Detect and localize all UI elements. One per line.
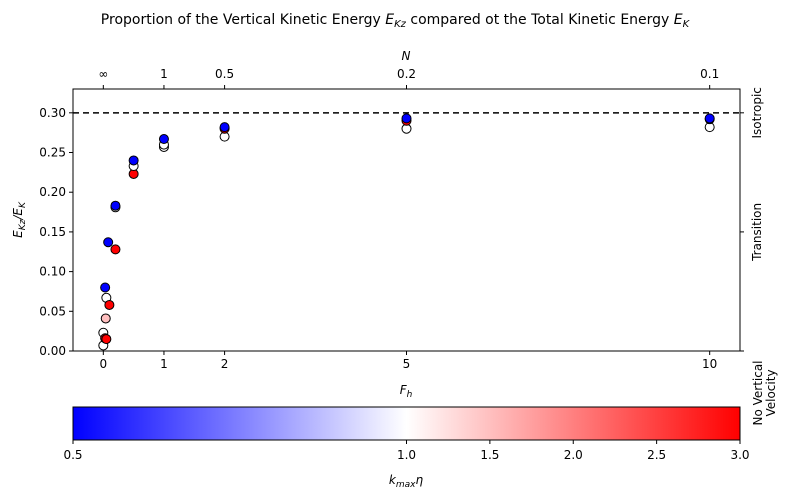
x-tick-label: 2 xyxy=(221,357,229,371)
data-point xyxy=(401,113,412,124)
data-point xyxy=(158,134,169,145)
data-point xyxy=(103,237,114,248)
top-axis-label: N xyxy=(402,49,411,63)
y-tick-label: 0.10 xyxy=(39,265,66,279)
colorbar-tick-label: 0.5 xyxy=(63,448,82,462)
scatter-points xyxy=(98,113,715,351)
x-tick-label: 1 xyxy=(160,357,168,371)
colorbar-tick-label: 3.0 xyxy=(730,448,749,462)
x-tick-label: 5 xyxy=(403,357,411,371)
data-point xyxy=(110,244,121,255)
y-tick-label: 0.05 xyxy=(39,304,66,318)
x-tick-label: 10 xyxy=(702,357,717,371)
svg-text:Transition: Transition xyxy=(750,203,764,262)
top-tick-label: 0.1 xyxy=(700,67,719,81)
top-tick-label: 0.2 xyxy=(397,67,416,81)
data-point xyxy=(100,313,111,324)
x-tick-label: 0 xyxy=(99,357,107,371)
y-axis-label: EKz/EK xyxy=(11,201,28,238)
right-axis-labels: Isotropic Transition No VerticalVelocity xyxy=(740,87,778,426)
top-axis-ticks: ∞ 1 0.5 0.2 0.1 xyxy=(98,67,719,89)
data-point xyxy=(104,299,115,310)
chart-title: Proportion of the Vertical Kinetic Energ… xyxy=(101,12,691,30)
colorbar-tick-label: 2.0 xyxy=(564,448,583,462)
colorbar-ticks: 0.5 1.0 1.5 2.0 2.5 3.0 xyxy=(63,440,750,462)
y-tick-label: 0.15 xyxy=(39,225,66,239)
top-tick-label: ∞ xyxy=(98,67,108,81)
data-point xyxy=(128,155,139,166)
data-point xyxy=(704,113,715,124)
svg-text:Isotropic: Isotropic xyxy=(750,87,764,138)
right-regime-label: Isotropic xyxy=(750,87,764,138)
x-axis-ticks: 0 1 2 5 10 xyxy=(99,351,717,371)
right-regime-label: Transition xyxy=(750,203,764,262)
data-point xyxy=(110,200,121,211)
data-point xyxy=(219,122,230,133)
data-point xyxy=(101,334,112,345)
top-tick-label: 1 xyxy=(160,67,168,81)
y-tick-label: 0.00 xyxy=(39,344,66,358)
colorbar-tick-label: 1.5 xyxy=(480,448,499,462)
colorbar-label: kmaxη xyxy=(389,473,424,490)
right-regime-label: No VerticalVelocity xyxy=(751,360,778,425)
y-axis-ticks: 0.00 0.05 0.10 0.15 0.20 0.25 0.30 xyxy=(39,106,73,358)
x-axis-label: Fh xyxy=(400,383,413,400)
svg-text:No VerticalVelocity: No VerticalVelocity xyxy=(751,360,778,425)
y-tick-label: 0.25 xyxy=(39,146,66,160)
y-tick-label: 0.30 xyxy=(39,106,66,120)
y-tick-label: 0.20 xyxy=(39,185,66,199)
colorbar-tick-label: 2.5 xyxy=(647,448,666,462)
data-point xyxy=(100,282,111,293)
colorbar xyxy=(72,406,741,441)
top-tick-label: 0.5 xyxy=(215,67,234,81)
colorbar-tick-label: 1.0 xyxy=(397,448,416,462)
